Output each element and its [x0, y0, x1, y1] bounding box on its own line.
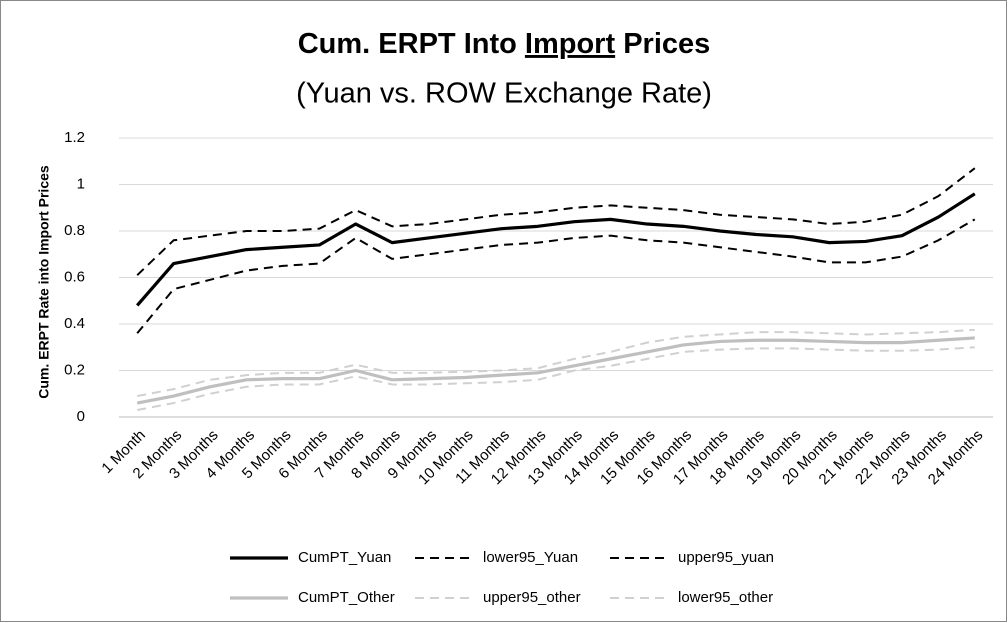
series-line: [136, 218, 976, 334]
series-line: [136, 167, 976, 276]
y-axis-title: Cum. ERPT Rate into Import Prices: [36, 165, 52, 399]
title-part: Cum. ERPT Into: [298, 28, 517, 60]
y-tick-label: 0.4: [64, 315, 85, 332]
y-tick-label: 1.2: [64, 129, 85, 146]
series-line: [136, 192, 976, 307]
chart-subtitle: (Yuan vs. ROW Exchange Rate): [296, 78, 712, 110]
title-part: Import: [525, 28, 616, 60]
y-tick-label: 1: [77, 175, 85, 192]
title-part: Prices: [623, 28, 710, 60]
y-tick-label: 0.8: [64, 222, 85, 239]
y-tick-label: 0: [77, 408, 85, 425]
legend-label: lower95_other: [678, 589, 773, 606]
legend-label: CumPT_Other: [298, 589, 395, 606]
legend-label: lower95_Yuan: [483, 549, 578, 566]
legend-label: upper95_yuan: [678, 549, 774, 566]
series-line: [137, 346, 975, 412]
chart-title: Cum. ERPT Into Import Prices: [298, 28, 711, 60]
legend-label: CumPT_Yuan: [298, 549, 391, 566]
series-line: [137, 328, 975, 398]
series-line: [136, 336, 975, 405]
legend-label: upper95_other: [483, 589, 581, 606]
y-tick-label: 0.2: [64, 361, 85, 378]
y-tick-label: 0.6: [64, 268, 85, 285]
